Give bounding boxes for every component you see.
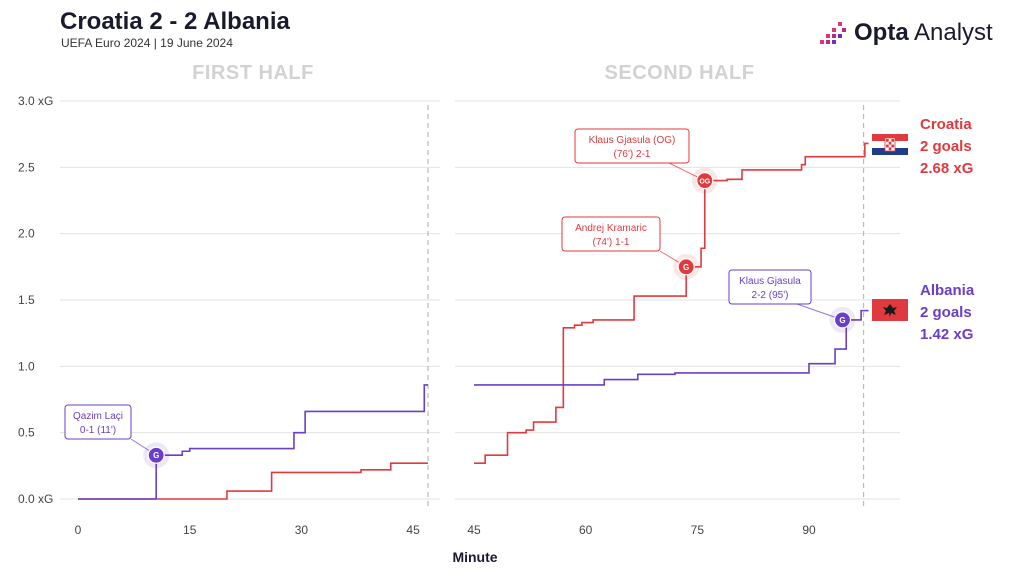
albania-flag-icon xyxy=(872,299,908,321)
croatia-flag-icon xyxy=(872,134,908,155)
annotation-text: Klaus Gjasula xyxy=(739,276,801,287)
y-tick-label: 1.0 xyxy=(18,359,35,373)
flag-check xyxy=(891,139,895,142)
x-tick-label: 60 xyxy=(579,523,593,537)
goal-marker xyxy=(147,446,165,464)
annotation-text: Klaus Gjasula (OG) xyxy=(589,135,676,146)
panel-first-half: FIRST HALF 0 15 30 45 Qazim Laçi 0-1 (11') G xyxy=(60,62,440,537)
chart-subtitle: UEFA Euro 2024 | 19 June 2024 xyxy=(61,36,233,50)
albania-goals: 2 goals xyxy=(920,304,972,321)
albania-xg-total: 1.42 xG xyxy=(920,326,974,343)
y-tick-label: 1.5 xyxy=(18,293,35,307)
goal-marker xyxy=(833,311,852,329)
annotation-text: Qazim Laçi xyxy=(73,411,123,422)
y-tick-label: 2.5 xyxy=(18,160,35,174)
annotation-text: 2-2 (95') xyxy=(752,290,789,301)
x-tick-label: 75 xyxy=(691,523,705,537)
annotation-text: 0-1 (11') xyxy=(80,425,116,436)
opta-logo-icon xyxy=(820,22,846,44)
panel-second-half: SECOND HALF 45 60 75 90 Andrej Kramaric (74') … xyxy=(455,62,900,537)
goal-marker-label: G xyxy=(683,263,689,272)
flag-check xyxy=(891,144,895,148)
goal-marker-label: G xyxy=(839,316,845,325)
series-line-albania xyxy=(78,384,428,500)
albania-end-label: Albania 2 goals 1.42 xG xyxy=(920,280,974,346)
goal-marker-label: OG xyxy=(699,179,710,186)
goal-marker-label: G xyxy=(153,451,159,460)
flag-check xyxy=(888,147,892,151)
goal-marker xyxy=(677,258,695,276)
annotation-text: (74') 1-1 xyxy=(593,237,630,248)
x-axis-title: Minute xyxy=(452,549,497,565)
x-tick-label: 0 xyxy=(75,523,82,537)
opta-analyst-logo: Opta Analyst xyxy=(818,18,993,48)
croatia-end-label: Croatia 2 goals 2.68 xG xyxy=(920,114,973,180)
annotation-box xyxy=(64,404,132,440)
flag-check xyxy=(886,144,889,148)
chart-title: Croatia 2 - 2 Albania xyxy=(60,8,290,35)
flag-stripe xyxy=(872,148,908,155)
croatia-goals: 2 goals xyxy=(920,138,972,155)
series-line-croatia xyxy=(474,142,869,464)
flag-check xyxy=(888,141,892,145)
goal-marker xyxy=(696,172,714,190)
x-tick-label: 45 xyxy=(467,523,481,537)
x-tick-label: 45 xyxy=(406,523,420,537)
y-tick-label: 0.0 xG xyxy=(18,492,53,506)
x-tick-label: 30 xyxy=(295,523,309,537)
annotation-text: Andrej Kramaric xyxy=(575,223,647,234)
series-line-croatia xyxy=(78,462,428,500)
y-tick-label: 0.5 xyxy=(18,426,35,440)
half-label: FIRST HALF xyxy=(192,62,314,84)
y-tick-label: 2.0 xyxy=(18,227,35,241)
flag-eagle xyxy=(883,304,897,317)
albania-name: Albania xyxy=(920,282,975,299)
logo-text-bold: Opta xyxy=(854,19,909,46)
flag-check xyxy=(886,139,889,142)
half-label: SECOND HALF xyxy=(605,62,755,84)
logo-text-light: Analyst xyxy=(914,19,993,46)
x-tick-label: 15 xyxy=(183,523,197,537)
annotation-text: (76') 2-1 xyxy=(614,149,651,160)
annotation-box xyxy=(574,128,690,164)
croatia-name: Croatia xyxy=(920,116,972,133)
croatia-xg-total: 2.68 xG xyxy=(920,160,974,177)
y-tick-label: 3.0 xG xyxy=(18,94,53,108)
flag-stripe xyxy=(872,134,908,141)
x-tick-label: 90 xyxy=(802,523,816,537)
series-line-albania xyxy=(474,309,869,386)
annotation-box xyxy=(728,269,812,305)
annotation-box xyxy=(561,216,661,252)
